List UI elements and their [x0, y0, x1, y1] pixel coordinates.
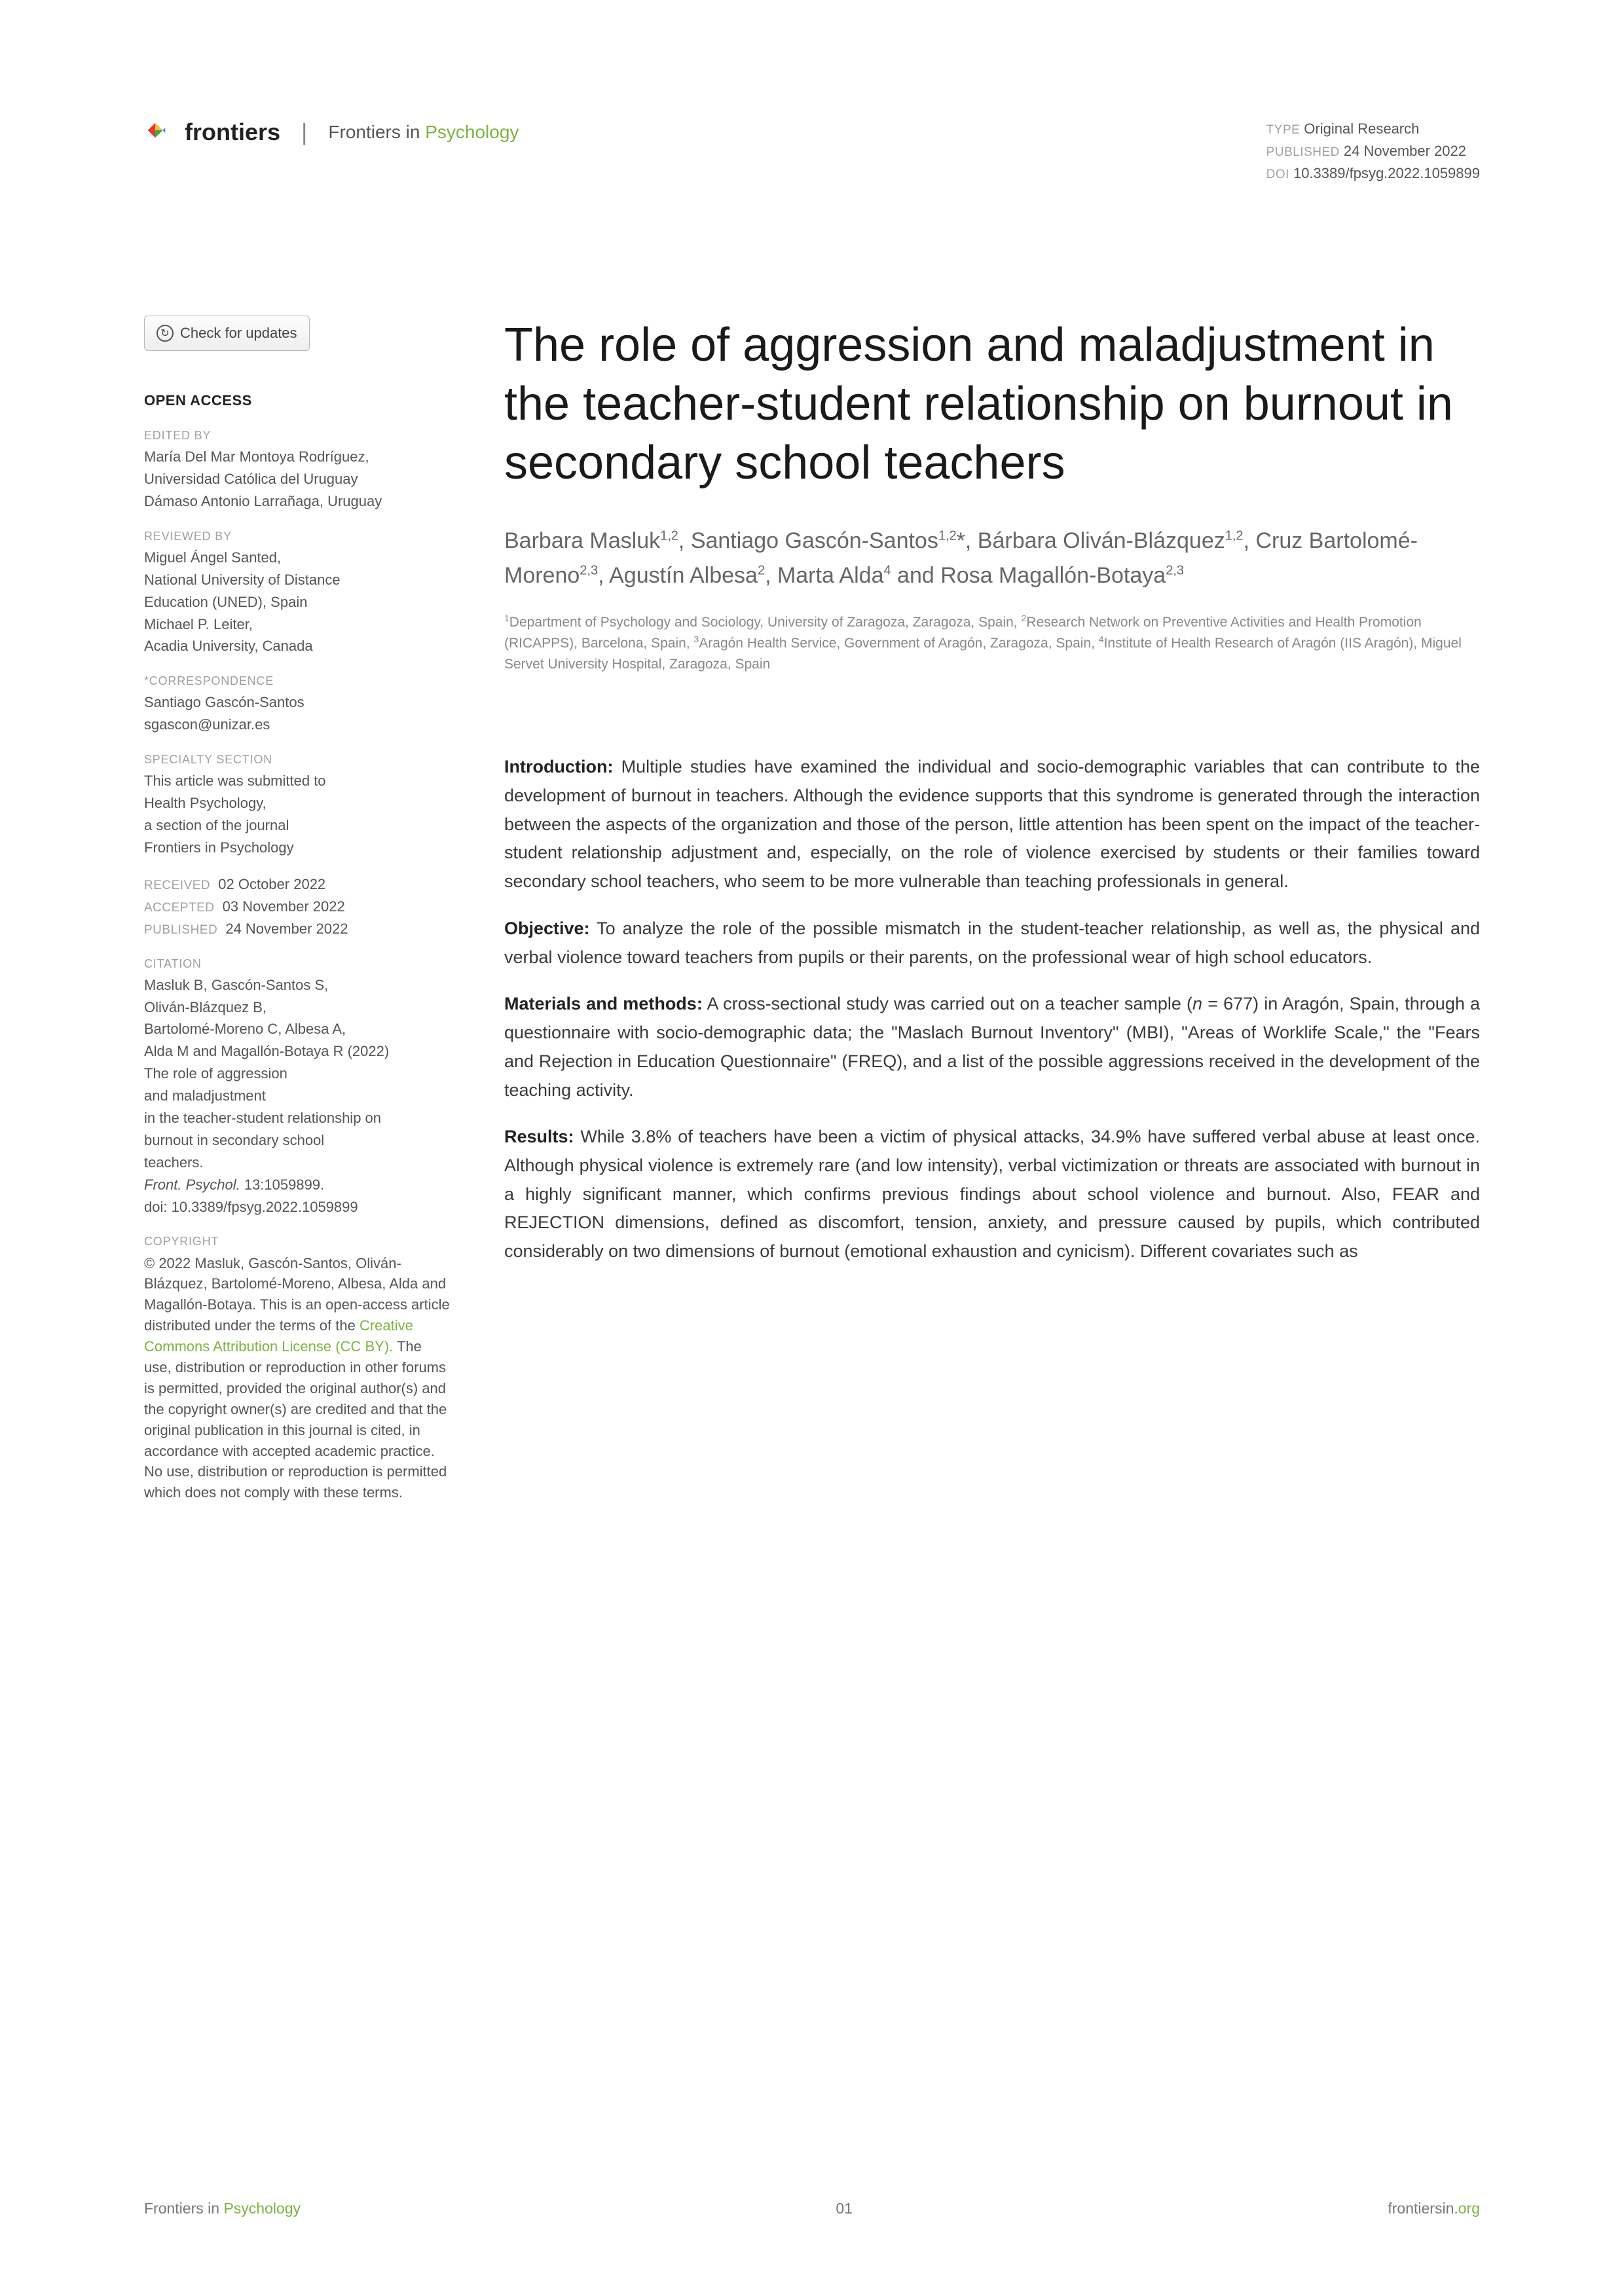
open-access-heading: OPEN ACCESS — [144, 390, 452, 411]
meta-doi-value: 10.3389/fpsyg.2022.1059899 — [1293, 165, 1480, 181]
footer-page-number: 01 — [836, 2200, 853, 2217]
journal-accent: Psychology — [425, 122, 519, 142]
citation-line: The role of aggression — [144, 1063, 452, 1084]
footer-url-accent: org — [1458, 2200, 1480, 2217]
accepted-label: ACCEPTED — [144, 901, 214, 915]
correspondence-label: *CORRESPONDENCE — [144, 672, 452, 689]
refresh-icon: ↻ — [157, 325, 174, 342]
copyright-label: COPYRIGHT — [144, 1233, 452, 1250]
side-published-label: PUBLISHED — [144, 923, 217, 937]
objective-label: Objective: — [504, 919, 590, 938]
footer-right[interactable]: frontiersin.org — [1388, 2200, 1480, 2217]
citation-line: teachers. — [144, 1152, 452, 1173]
footer-url-prefix: frontiersin. — [1388, 2200, 1458, 2217]
specialty-line: Health Psychology, — [144, 793, 452, 814]
correspondence-block: Santiago Gascón-Santos sgascon@unizar.es — [144, 692, 452, 735]
check-updates-label: Check for updates — [180, 323, 297, 344]
page-footer: Frontiers in Psychology 01 frontiersin.o… — [144, 2200, 1480, 2217]
meta-published-label: PUBLISHED — [1266, 145, 1340, 159]
journal-name: Frontiers in Psychology — [328, 122, 519, 143]
specialty-line: This article was submitted to — [144, 771, 452, 792]
brand-block: frontiers | Frontiers in Psychology — [144, 118, 519, 146]
specialty-line: Frontiers in Psychology — [144, 837, 452, 858]
intro-label: Introduction: — [504, 757, 613, 776]
citation-label: CITATION — [144, 955, 452, 972]
received-label: RECEIVED — [144, 879, 210, 892]
meta-type-label: TYPE — [1266, 123, 1301, 137]
abstract-methods: Materials and methods: A cross-sectional… — [504, 990, 1480, 1104]
citation-journal: Front. Psychol. — [144, 1176, 240, 1193]
footer-journal-prefix: Frontiers in — [144, 2200, 223, 2217]
citation-line: Bartolomé-Moreno C, Albesa A, — [144, 1019, 452, 1040]
intro-text: Multiple studies have examined the indiv… — [504, 757, 1480, 891]
page-header: frontiers | Frontiers in Psychology TYPE… — [144, 118, 1480, 185]
citation-line: in the teacher-student relationship on — [144, 1108, 452, 1129]
edited-by-block: María Del Mar Montoya Rodríguez, Univers… — [144, 446, 452, 512]
frontiers-logo-icon — [144, 118, 169, 146]
accepted-value: 03 November 2022 — [223, 898, 345, 915]
reviewer-line: Michael P. Leiter, — [144, 614, 452, 635]
journal-prefix: Frontiers in — [328, 122, 425, 142]
editor-line: Dámaso Antonio Larrañaga, Uruguay — [144, 491, 452, 512]
footer-left: Frontiers in Psychology — [144, 2200, 301, 2217]
copyright-block: © 2022 Masluk, Gascón-Santos, Oliván-Blá… — [144, 1253, 452, 1504]
citation-line: Alda M and Magallón-Botaya R (2022) — [144, 1041, 452, 1062]
specialty-label: SPECIALTY SECTION — [144, 751, 452, 768]
editor-line: Universidad Católica del Uruguay — [144, 469, 452, 490]
meta-doi-label: DOI — [1266, 168, 1289, 181]
article-meta: TYPEOriginal Research PUBLISHED 24 Novemb… — [1266, 118, 1480, 185]
methods-pre: A cross-sectional study was carried out … — [703, 994, 1192, 1013]
reviewed-by-label: REVIEWED BY — [144, 528, 452, 545]
results-label: Results: — [504, 1127, 574, 1146]
footer-journal-accent: Psychology — [223, 2200, 301, 2217]
abstract-objective: Objective: To analyze the role of the po… — [504, 915, 1480, 972]
abstract: Introduction: Multiple studies have exam… — [504, 753, 1480, 1266]
methods-n: n — [1192, 994, 1202, 1013]
reviewer-line: Miguel Ángel Santed, — [144, 547, 452, 568]
article-title: The role of aggression and maladjustment… — [504, 316, 1480, 492]
reviewer-line: Education (UNED), Spain — [144, 592, 452, 613]
citation-block: Masluk B, Gascón-Santos S, Oliván-Blázqu… — [144, 975, 452, 1218]
dates-block: RECEIVED 02 October 2022 ACCEPTED 03 Nov… — [144, 874, 452, 939]
reviewer-line: National University of Distance — [144, 570, 452, 591]
methods-label: Materials and methods: — [504, 994, 703, 1013]
side-published-value: 24 November 2022 — [225, 920, 348, 937]
citation-ref: 13:1059899. — [240, 1176, 324, 1193]
abstract-introduction: Introduction: Multiple studies have exam… — [504, 753, 1480, 896]
copyright-rest: The use, distribution or reproduction in… — [144, 1338, 447, 1501]
meta-published-value: 24 November 2022 — [1344, 143, 1466, 159]
specialty-line: a section of the journal — [144, 815, 452, 836]
affiliations: 1Department of Psychology and Sociology,… — [504, 611, 1480, 675]
citation-line: and maladjustment — [144, 1085, 452, 1106]
objective-text: To analyze the role of the possible mism… — [504, 919, 1480, 967]
results-text: While 3.8% of teachers have been a victi… — [504, 1127, 1480, 1261]
correspondence-email: sgascon@unizar.es — [144, 714, 452, 735]
authors-line: Barbara Masluk1,2, Santiago Gascón-Santo… — [504, 524, 1480, 592]
meta-type-value: Original Research — [1304, 120, 1419, 137]
sidebar: ↻ Check for updates OPEN ACCESS EDITED B… — [144, 316, 452, 1507]
editor-line: María Del Mar Montoya Rodríguez, — [144, 446, 452, 467]
reviewed-by-block: Miguel Ángel Santed, National University… — [144, 547, 452, 657]
received-value: 02 October 2022 — [218, 876, 325, 892]
edited-by-label: EDITED BY — [144, 427, 452, 444]
main-column: The role of aggression and maladjustment… — [504, 316, 1480, 1507]
correspondence-name: Santiago Gascón-Santos — [144, 692, 452, 713]
abstract-results: Results: While 3.8% of teachers have bee… — [504, 1123, 1480, 1266]
citation-line: Oliván-Blázquez B, — [144, 997, 452, 1018]
reviewer-line: Acadia University, Canada — [144, 636, 452, 657]
brand-divider: | — [301, 118, 307, 146]
specialty-block: This article was submitted to Health Psy… — [144, 771, 452, 858]
citation-line: Masluk B, Gascón-Santos S, — [144, 975, 452, 996]
check-updates-button[interactable]: ↻ Check for updates — [144, 316, 310, 351]
citation-line: burnout in secondary school — [144, 1130, 452, 1151]
brand-name: frontiers — [185, 118, 280, 146]
citation-doi: doi: 10.3389/fpsyg.2022.1059899 — [144, 1197, 452, 1218]
